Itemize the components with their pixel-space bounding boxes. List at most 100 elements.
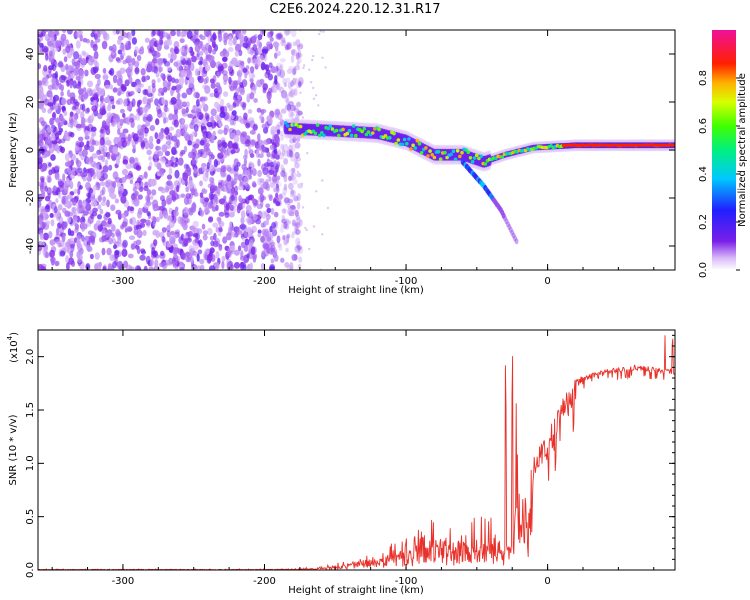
noise-blob	[238, 197, 245, 203]
noise-blob	[167, 75, 173, 82]
noise-blob	[117, 97, 123, 105]
noise-blob	[180, 193, 186, 198]
noise-blob	[152, 229, 159, 236]
noise-blob	[109, 254, 115, 262]
noise-blob	[170, 230, 175, 236]
noise-blob	[193, 242, 200, 250]
noise-blob	[90, 214, 95, 220]
noise-blob	[112, 87, 118, 93]
noise-blob	[64, 244, 71, 252]
noise-blob	[105, 127, 111, 136]
noise-blob	[91, 130, 97, 137]
noise-blob	[189, 248, 194, 257]
noise-blob	[197, 75, 202, 81]
noise-blob	[223, 39, 227, 46]
noise-blob	[225, 203, 230, 211]
noise-blob	[203, 78, 208, 85]
noise-blob	[38, 217, 43, 225]
noise-blob	[236, 86, 242, 93]
noise-blob	[76, 235, 82, 241]
noise-blob	[91, 105, 98, 112]
noise-blob	[74, 227, 79, 234]
noise-blob	[90, 32, 96, 38]
noise-blob	[280, 257, 285, 263]
noise-blob	[187, 59, 191, 68]
noise-blob	[66, 200, 72, 208]
noise-blob	[199, 180, 203, 187]
noise-blob	[246, 226, 253, 235]
noise-blob	[268, 194, 273, 201]
noise-blob	[250, 246, 256, 255]
noise-blob	[228, 35, 232, 42]
noise-blob	[268, 62, 273, 68]
noise-blob	[160, 250, 165, 256]
noise-blob	[294, 142, 301, 149]
x-tick-label: 0	[544, 276, 550, 287]
track-core	[400, 142, 405, 147]
noise-blob	[199, 50, 204, 56]
noise-blob	[244, 148, 248, 158]
noise-blob	[116, 181, 121, 188]
noise-blob	[67, 131, 73, 137]
noise-blob	[256, 144, 263, 151]
noise-dot	[312, 54, 315, 58]
colorbar-gradient	[712, 30, 736, 270]
noise-blob	[125, 163, 132, 170]
noise-blob	[196, 51, 200, 58]
noise-blob	[80, 221, 86, 230]
noise-blob	[73, 216, 78, 222]
noise-blob	[283, 183, 288, 191]
noise-blob	[208, 200, 213, 210]
noise-blob	[59, 250, 66, 257]
noise-blob	[193, 168, 197, 174]
noise-blob	[271, 222, 277, 229]
noise-blob	[293, 157, 298, 164]
noise-dot	[319, 30, 322, 33]
noise-blob	[289, 168, 295, 175]
noise-blob	[65, 63, 69, 71]
noise-blob	[97, 214, 102, 220]
noise-blob	[282, 187, 288, 195]
noise-blob	[221, 260, 225, 270]
noise-blob	[81, 57, 87, 65]
noise-blob	[159, 39, 164, 45]
noise-blob	[228, 76, 232, 85]
noise-dot	[312, 97, 316, 101]
noise-blob	[168, 166, 173, 176]
noise-blob	[79, 33, 83, 42]
noise-blob	[261, 163, 267, 171]
noise-blob	[120, 194, 127, 204]
noise-blob	[260, 183, 267, 189]
noise-blob	[79, 185, 83, 190]
noise-blob	[60, 75, 67, 81]
noise-blob	[181, 69, 188, 78]
noise-blob	[271, 84, 278, 94]
noise-blob	[295, 237, 301, 246]
noise-blob	[149, 46, 155, 53]
noise-blob	[282, 77, 287, 85]
noise-blob	[146, 211, 151, 217]
noise-blob	[139, 254, 146, 261]
noise-blob	[75, 123, 82, 129]
noise-blob	[132, 186, 137, 192]
noise-blob	[291, 219, 297, 226]
noise-blob	[248, 161, 254, 168]
noise-blob	[201, 100, 206, 108]
noise-blob	[63, 184, 69, 194]
noise-blob	[130, 161, 135, 169]
noise-blob	[233, 262, 240, 269]
noise-blob	[269, 265, 275, 270]
noise-blob	[113, 113, 118, 120]
colorbar-ticks: 0.0 0.2 0.4 0.6 0.8	[698, 70, 740, 278]
noise-blob	[281, 236, 286, 241]
noise-blob	[270, 139, 275, 145]
noise-blob	[129, 179, 134, 184]
noise-blob	[95, 262, 102, 270]
noise-blob	[38, 200, 42, 209]
noise-blob	[236, 30, 240, 38]
noise-blob	[298, 80, 303, 87]
noise-blob	[241, 30, 247, 35]
noise-dot	[321, 179, 324, 182]
noise-blob	[80, 116, 86, 126]
noise-blob	[290, 111, 295, 117]
